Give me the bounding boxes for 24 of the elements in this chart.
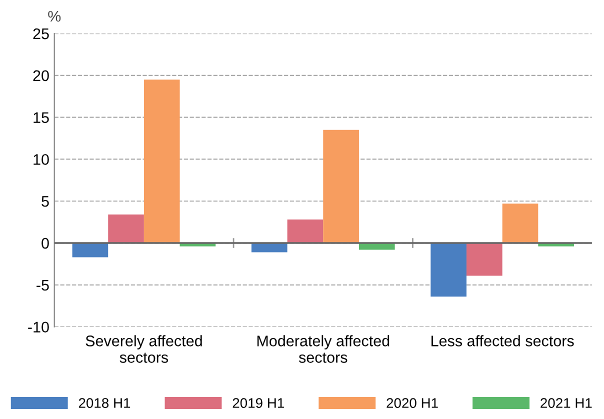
y-axis-title: % [48,10,61,22]
legend-label: 2020 H1 [386,398,438,408]
bar [72,243,108,258]
y-tick-label: 25 [33,28,49,40]
bar [144,80,180,244]
y-tick-label: 0 [42,238,49,249]
x-tick-label: Severely affected sectors [86,335,202,363]
y-tick-label: 15 [34,112,49,124]
bar [502,204,538,244]
bar [430,243,466,297]
x-tick-label: Less affected sectors [432,335,574,346]
legend-label: 2019 H1 [232,398,284,408]
bar [108,214,144,244]
bar [466,243,502,276]
legend-label: 2021 H1 [540,398,592,408]
y-tick-label: -5 [36,280,49,291]
y-tick-label: 10 [34,154,49,165]
bar [323,130,359,244]
y-tick-label: 5 [42,196,49,207]
bar [287,220,324,244]
y-tick-label: 20 [33,70,49,82]
y-tick-label: -10 [28,322,49,333]
x-tick-label: Moderately affected sectors [257,335,390,363]
legend-label: 2018 H1 [78,398,130,408]
